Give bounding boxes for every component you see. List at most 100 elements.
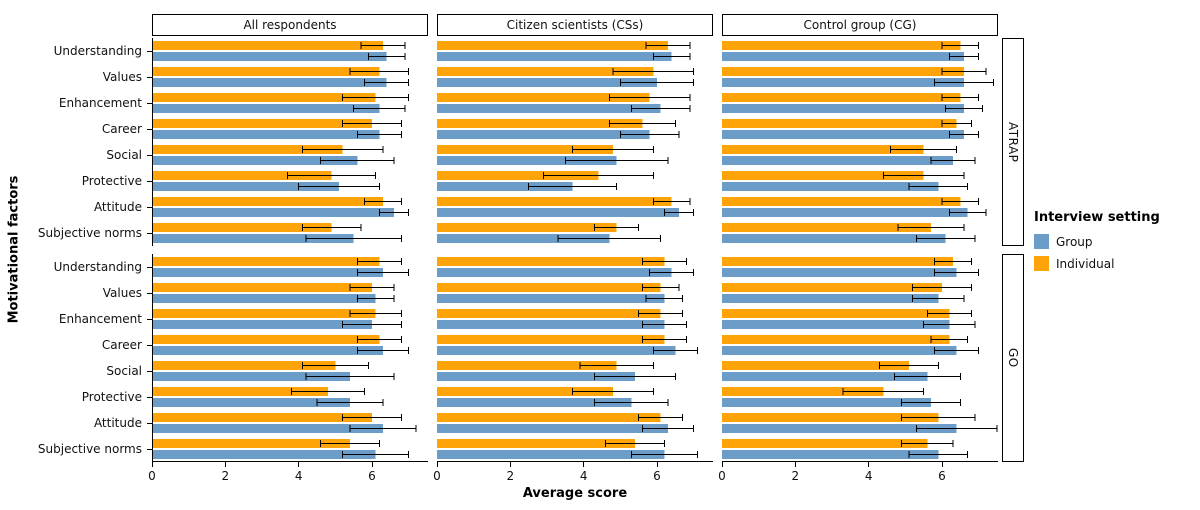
bar-group: [437, 372, 635, 381]
bar-individual: [722, 93, 961, 102]
bar-individual: [437, 257, 665, 266]
x-tick-label: 4: [579, 469, 588, 483]
bar-individual: [437, 223, 617, 232]
bar-group: [152, 268, 383, 277]
bar-individual: [152, 257, 380, 266]
bar-individual: [152, 223, 332, 232]
bar-individual: [722, 361, 909, 370]
y-tick-mark: [147, 396, 152, 398]
bar-group: [437, 234, 610, 243]
bar-individual: [152, 171, 332, 180]
bar-group: [437, 130, 650, 139]
y-tick-label: Career: [101, 122, 142, 136]
bar-individual: [722, 257, 953, 266]
y-tick-label: Attitude: [93, 416, 142, 430]
bar-individual: [152, 119, 372, 128]
bar-individual: [437, 387, 613, 396]
y-tick-label: Social: [106, 364, 142, 378]
bar-individual: [152, 361, 336, 370]
bar-individual: [722, 145, 924, 154]
bar-individual: [722, 335, 950, 344]
bar-individual: [437, 335, 665, 344]
bar-individual: [437, 119, 643, 128]
bar-group: [722, 208, 968, 217]
y-tick-mark: [147, 128, 152, 130]
bar-group: [722, 156, 953, 165]
bar-individual: [437, 283, 661, 292]
facet-panel-atrap-3: [722, 41, 994, 243]
bar-individual: [722, 283, 942, 292]
y-tick-mark: [147, 266, 152, 268]
bar-group: [152, 52, 387, 61]
y-tick-label: Enhancement: [58, 96, 142, 110]
x-tick-mark: [371, 462, 373, 467]
facet-panel-atrap-2: [437, 41, 695, 243]
y-tick-label: Subjective norms: [37, 226, 142, 240]
y-tick-label: Values: [102, 70, 142, 84]
bar-individual: [722, 413, 939, 422]
bar-group: [152, 182, 339, 191]
bar-group: [722, 372, 928, 381]
x-tick-label: 6: [653, 469, 661, 483]
x-tick-label: 0: [433, 469, 441, 483]
bar-group: [437, 294, 665, 303]
bar-individual: [437, 41, 668, 50]
y-tick-label: Attitude: [93, 200, 142, 214]
x-tick-mark: [509, 462, 511, 467]
bar-individual: [722, 223, 931, 232]
y-tick-mark: [147, 344, 152, 346]
bar-group: [722, 104, 964, 113]
bar-group: [437, 52, 672, 61]
bar-individual: [152, 309, 376, 318]
col-facet-strip-2: Citizen scientists (CSs): [437, 14, 713, 36]
bar-group: [152, 320, 372, 329]
bar-group: [437, 104, 661, 113]
col-facet-strip-1: All respondents: [152, 14, 428, 36]
y-tick-mark: [147, 370, 152, 372]
bar-group: [152, 398, 350, 407]
bar-group: [437, 450, 665, 459]
bar-individual: [152, 283, 372, 292]
facet-panel-atrap-1: [152, 38, 410, 246]
bar-group: [437, 208, 679, 217]
bar-group: [722, 52, 964, 61]
bar-group: [722, 450, 939, 459]
bar-individual: [437, 197, 672, 206]
x-tick-mark: [941, 462, 943, 467]
bar-group: [722, 346, 957, 355]
y-tick-mark: [147, 76, 152, 78]
y-tick-mark: [147, 102, 152, 104]
x-tick-mark: [298, 462, 300, 467]
y-tick-label: Values: [102, 286, 142, 300]
x-tick-label: 0: [718, 469, 726, 483]
bar-individual: [722, 197, 961, 206]
bar-individual: [722, 119, 957, 128]
row-facet-label: ATRAP: [1006, 121, 1020, 163]
x-tick-mark: [794, 462, 796, 467]
bar-individual: [152, 387, 328, 396]
bar-group: [722, 182, 939, 191]
legend-label: Individual: [1056, 256, 1115, 271]
row-facet-strip-atrap: ATRAP: [1002, 38, 1024, 246]
bar-individual: [437, 413, 661, 422]
y-tick-label: Understanding: [53, 260, 142, 274]
legend-swatch-group: [1034, 234, 1049, 249]
x-tick-label: 2: [791, 469, 800, 483]
x-tick-label: 2: [221, 469, 230, 483]
bar-individual: [437, 145, 613, 154]
y-tick-label: Career: [101, 338, 142, 352]
bar-group: [437, 78, 657, 87]
bar-group: [722, 398, 931, 407]
y-tick-label: Understanding: [53, 44, 142, 58]
legend-entry-individual: Individual: [1034, 256, 1160, 271]
y-tick-mark: [147, 180, 152, 182]
x-tick-mark: [436, 462, 438, 467]
bar-group: [722, 320, 950, 329]
x-tick-mark: [583, 462, 585, 467]
bar-group: [152, 208, 394, 217]
x-axis-title: Average score: [522, 486, 628, 501]
y-tick-mark: [147, 422, 152, 424]
legend-label: Group: [1056, 234, 1093, 249]
bar-group: [437, 398, 632, 407]
x-tick-label: 4: [294, 469, 303, 483]
